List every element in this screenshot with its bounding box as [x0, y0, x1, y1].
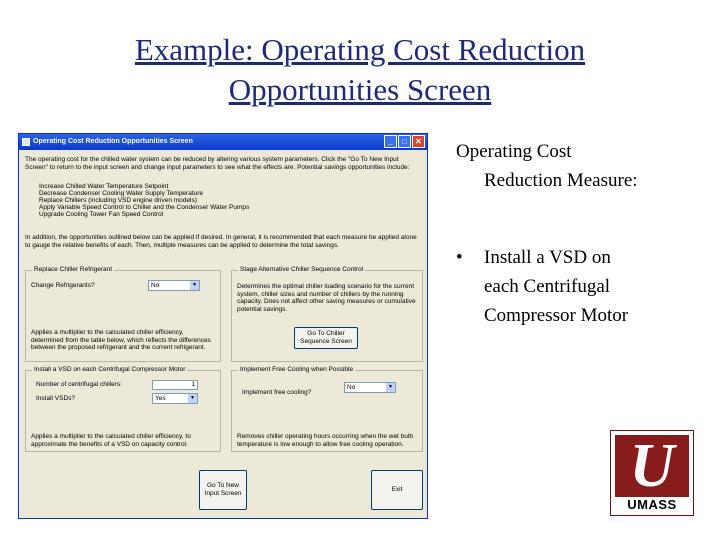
slide-title-line1: Example: Operating Cost Reduction	[134, 32, 586, 67]
bullet-line2: each Centrifugal	[484, 276, 611, 297]
chiller-count-input[interactable]: 1	[152, 380, 198, 390]
chiller-staging-group-label: Stage Alternative Chiller Sequence Contr…	[238, 266, 366, 273]
additional-info-text: In addition, the opportunities outlined …	[25, 234, 417, 249]
chiller-staging-description: Determines the optimal chiller loading s…	[237, 283, 416, 313]
free-cooling-select[interactable]: No ▼	[344, 382, 396, 393]
free-cooling-description: Removes chiller operating hours occurrin…	[237, 433, 413, 448]
chiller-staging-group: Stage Alternative Chiller Sequence Contr…	[231, 266, 423, 362]
window-controls: _ □ ✕	[384, 135, 425, 148]
chevron-down-icon[interactable]: ▼	[190, 281, 199, 290]
free-cooling-group: Implement Free Cooling when Possible Imp…	[231, 366, 423, 452]
exit-button[interactable]: Exit	[371, 470, 423, 510]
change-refrigerants-select[interactable]: No ▼	[148, 280, 200, 291]
chiller-count-label: Number of centrifugal chillers:	[36, 381, 122, 388]
bullet-marker: •	[456, 247, 463, 268]
free-cooling-label: Implement free cooling?	[242, 389, 312, 396]
chiller-sequence-button[interactable]: Go To Chiller Sequence Screen	[294, 327, 358, 349]
window-titlebar[interactable]: Operating Cost Reduction Opportunities S…	[19, 134, 427, 150]
refrigerant-group: Replace Chiller Refrigerant Change Refri…	[25, 266, 221, 362]
refrigerant-description: Applies a multiplier to the calculated c…	[31, 329, 211, 351]
list-item: Decrease Condenser Cooling Water Supply …	[39, 190, 204, 197]
refrigerant-group-label: Replace Chiller Refrigerant	[32, 266, 115, 273]
umass-logo: U UMASS	[610, 430, 694, 516]
minimize-button[interactable]: _	[384, 135, 397, 148]
install-vsd-value: Yes	[155, 395, 166, 402]
logo-letter: U	[629, 432, 675, 500]
chevron-down-icon[interactable]: ▼	[188, 394, 197, 403]
vsd-group: Install a VSD on each Centrifugal Compre…	[25, 366, 221, 452]
logo-mark: U	[615, 432, 689, 500]
vsd-description: Applies a multiplier to the calculated c…	[31, 433, 191, 448]
savings-list: Increase Chilled Water Temperature Setpo…	[39, 183, 379, 218]
window-title: Operating Cost Reduction Opportunities S…	[33, 138, 193, 145]
new-input-screen-button[interactable]: Go To New Input Screen	[199, 470, 247, 510]
maximize-button[interactable]: □	[398, 135, 411, 148]
slide-title-line2: Opportunities Screen	[228, 72, 492, 107]
app-window: Operating Cost Reduction Opportunities S…	[18, 133, 428, 519]
install-vsd-label: Install VSDs?	[36, 395, 76, 402]
chevron-down-icon[interactable]: ▼	[386, 383, 395, 392]
change-refrigerants-value: No	[151, 282, 160, 289]
free-cooling-group-label: Implement Free Cooling when Possible	[238, 366, 356, 373]
list-item: Upgrade Cooling Tower Fan Speed Control	[39, 211, 164, 218]
slide-title: Example: Operating Cost Reduction Opport…	[60, 30, 660, 110]
right-heading-line2: Reduction Measure:	[484, 170, 638, 191]
list-item: Replace Chillers (including VSD engine d…	[39, 197, 197, 204]
bullet-line1: Install a VSD on	[484, 247, 611, 268]
logo-wordmark: UMASS	[627, 497, 677, 512]
install-vsd-select[interactable]: Yes ▼	[152, 393, 198, 404]
list-item: Apply Variable Speed Control to Chiller …	[39, 204, 250, 211]
vsd-group-label: Install a VSD on each Centrifugal Compre…	[32, 366, 188, 373]
right-heading-line1: Operating Cost	[456, 141, 572, 162]
change-refrigerants-label: Change Refrigerants?	[31, 282, 95, 289]
list-item: Increase Chilled Water Temperature Setpo…	[39, 183, 169, 190]
free-cooling-value: No	[347, 384, 356, 391]
bullet-line3: Compressor Motor	[484, 305, 629, 326]
close-button[interactable]: ✕	[412, 135, 425, 148]
intro-text: The operating cost for the chilled water…	[25, 156, 410, 171]
app-icon	[22, 138, 30, 146]
